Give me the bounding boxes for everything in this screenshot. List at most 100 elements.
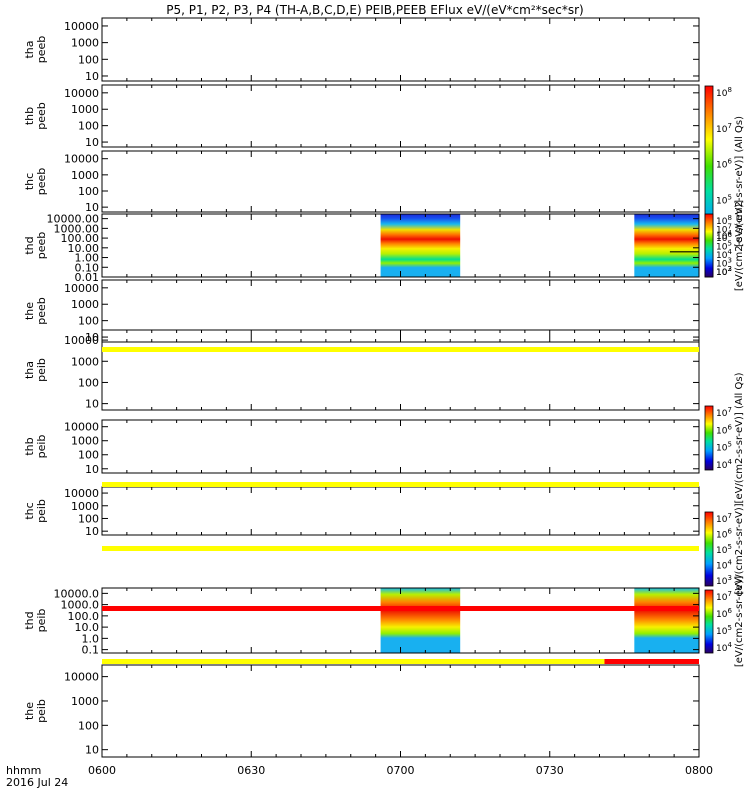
panel-the-peeb: 10000 1000 100 10 thepeeb: [23, 279, 700, 344]
y-tick-label: 10000.0: [54, 587, 100, 600]
y-tick-label: 1000: [71, 355, 99, 368]
colorbar-swatch: [704, 213, 714, 278]
x-tick-label: 0730: [536, 764, 564, 777]
mode-bar: [604, 659, 699, 664]
mode-bar: [102, 606, 699, 611]
colorbar-tick-label: 107: [716, 590, 732, 603]
y-axis-label: thapeeb: [23, 36, 48, 64]
y-axis-label: thbpeeb: [23, 102, 48, 130]
colorbar-tick-label: 106: [716, 231, 732, 244]
mode-bar: [102, 546, 699, 551]
y-tick-label: 10: [85, 70, 99, 83]
panel-the-peib: 10000 1000 100 10 thepeib: [23, 664, 700, 758]
colorbar-tick-label: 104: [716, 248, 732, 261]
colorbar-tick-label: 103: [716, 257, 732, 270]
y-tick-label: 10000: [64, 421, 99, 434]
panel-tha-peib: 10000 1000 100 10 thapeib: [23, 329, 700, 411]
colorbar-tick-label: 103: [716, 265, 732, 278]
y-tick-label: 10.00: [68, 242, 100, 255]
y-tick-label: 10: [85, 136, 99, 149]
panel-frame: [101, 17, 700, 82]
spectrogram-block: [380, 588, 461, 653]
y-tick-label: 1.00: [75, 252, 100, 265]
y-tick-label: 1000: [71, 435, 99, 448]
y-tick-label: 100: [78, 53, 99, 66]
colorbar-peib: 107 106 105 104 [eV/(cm2-s-sr-eV)] (All Qs): [704, 372, 745, 503]
figure-title: P5, P1, P2, P3, P4 (TH-A,B,C,D,E) PEIB,P…: [166, 3, 583, 17]
y-axis-label: thapeib: [23, 358, 48, 382]
colorbar-tick-label: 106: [716, 158, 732, 171]
colorbar-tick-label: 107: [716, 223, 732, 236]
x-tick-label: 0800: [685, 764, 713, 777]
y-axis-label: thepeib: [23, 699, 48, 723]
colorbar-tick-label: 104: [716, 559, 732, 572]
colorbar-label: [eV/(cm2-s-sr-eV)] (All Qs): [734, 372, 745, 503]
y-axis-label: thepeeb: [23, 297, 48, 325]
y-tick-label: 1000.0: [61, 599, 100, 612]
panel-frame: [101, 486, 700, 536]
panel-frame: [101, 84, 700, 148]
colorbar-tick-label: 104: [716, 641, 732, 654]
y-tick-label: 10000: [64, 671, 99, 684]
colorbar-tick-label: 107: [716, 122, 732, 135]
colorbar-label: [eV/(cm2-s-sr-eV)]: [734, 576, 745, 667]
y-tick-label: 100: [78, 376, 99, 389]
y-tick-label: 0.01: [75, 271, 100, 284]
y-tick-label: 10000: [64, 153, 99, 166]
y-tick-label: 100.0: [68, 610, 100, 623]
colorbar-tick-label: 105: [716, 441, 732, 454]
panel-thc-peeb: 10000 1000 100 10 thcpeeb: [23, 150, 700, 214]
y-tick-label: 1000: [71, 169, 99, 182]
y-tick-label: 100: [78, 719, 99, 732]
y-axis-label: thcpeeb: [23, 168, 48, 196]
y-tick-label: 10000: [64, 87, 99, 100]
y-tick-label: 1000.00: [54, 222, 100, 235]
y-tick-label: 10.0: [75, 621, 100, 634]
y-tick-label: 10000: [64, 20, 99, 33]
y-tick-label: 1000: [71, 103, 99, 116]
panel-frame: [101, 664, 700, 758]
colorbar-tick-label: 107: [716, 406, 732, 419]
colorbar-tick-label: 104: [716, 229, 732, 242]
panel-tha-peeb: 10000 1000 100 10 thapeeb: [23, 17, 700, 83]
colorbar-swatch: [704, 405, 714, 471]
colorbar-tick-label: 104: [716, 458, 732, 471]
y-axis-label: thdpeib: [23, 609, 48, 633]
colorbar-tick-label: 105: [716, 543, 732, 556]
mode-bar: [102, 659, 605, 664]
y-tick-label: 10: [85, 744, 99, 757]
colorbar-tick-label: 105: [716, 240, 732, 253]
colorbar-peib-thd: 107 106 105 104 [eV/(cm2-s-sr-eV)]: [704, 576, 745, 667]
y-tick-label: 10000: [64, 282, 99, 295]
y-tick-label: 1000: [71, 695, 99, 708]
x-tick-label: 0600: [88, 764, 116, 777]
y-tick-label: 10000.00: [47, 213, 100, 226]
colorbar-tick-label: 103: [716, 574, 732, 587]
y-axis-label: thbpeib: [23, 435, 48, 459]
panel-thb-peeb: 10000 1000 100 10 thbpeeb: [23, 84, 700, 149]
x-tick-label: 0630: [237, 764, 265, 777]
colorbar-tick-label: 106: [716, 423, 732, 436]
y-tick-label: 100: [78, 185, 99, 198]
y-tick-label: 0.10: [75, 261, 100, 274]
colorbar-tick-label: 107: [716, 512, 732, 525]
mode-bar: [102, 482, 699, 487]
y-tick-label: 0.1: [82, 644, 100, 657]
y-tick-label: 10000: [64, 487, 99, 500]
y-tick-label: 10: [85, 463, 99, 476]
mode-bar: [102, 347, 699, 352]
y-tick-label: 10: [85, 398, 99, 411]
colorbar-tick-label: 106: [716, 607, 732, 620]
y-tick-label: 100: [78, 315, 99, 328]
colorbar-tick-label: 105: [716, 624, 732, 637]
y-tick-label: 1.0: [82, 632, 100, 645]
panel-frame: [101, 150, 700, 213]
y-tick-label: 10000: [64, 334, 99, 347]
x-axis-label: hhmm: [6, 764, 41, 777]
